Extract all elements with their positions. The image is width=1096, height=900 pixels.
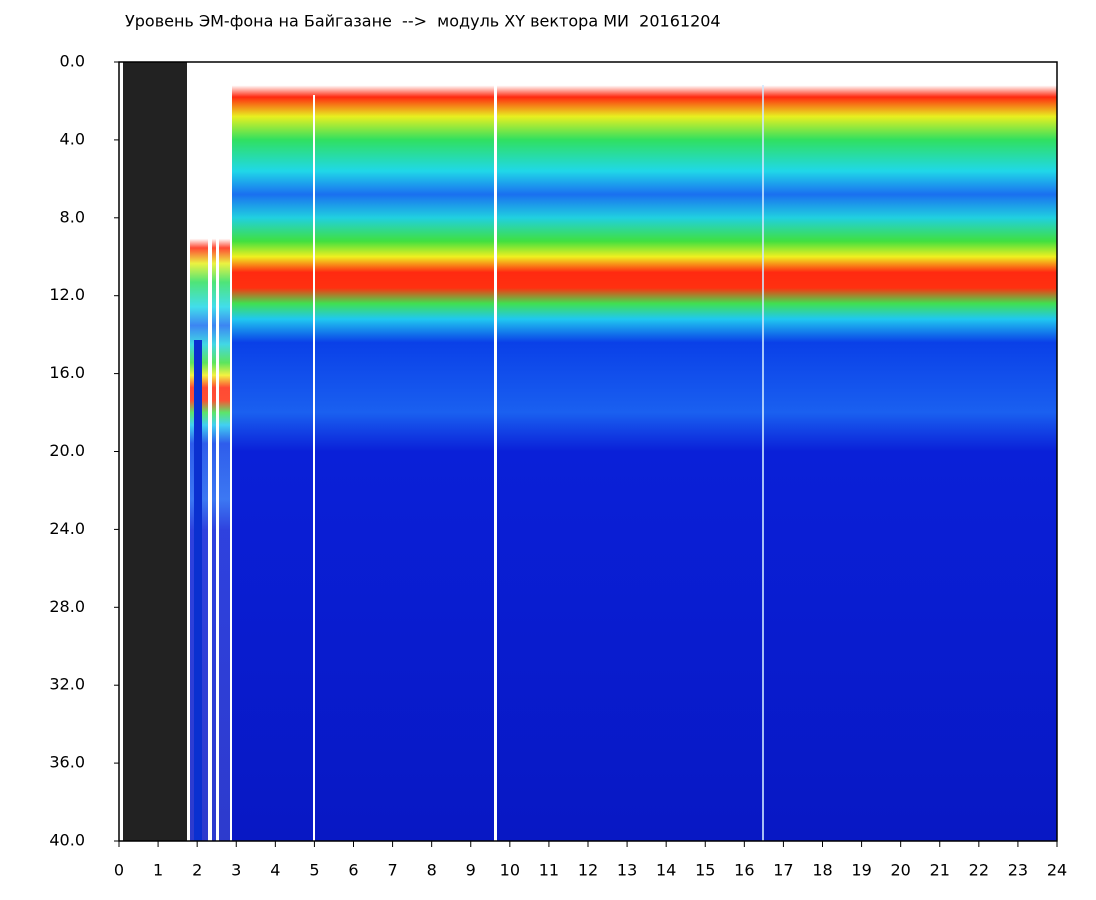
x-tick-label: 21 (930, 861, 950, 880)
x-tick-label: 13 (617, 861, 637, 880)
y-tick-label: 24.0 (49, 519, 85, 538)
x-tick-label: 5 (309, 861, 319, 880)
y-tick-label: 4.0 (60, 129, 85, 148)
no-data-block (123, 62, 187, 841)
x-tick-label: 16 (734, 861, 754, 880)
x-tick-label: 1 (153, 861, 163, 880)
x-tick-label: 18 (812, 861, 832, 880)
y-tick-label: 28.0 (49, 597, 85, 616)
y-tick-label: 0.0 (60, 52, 85, 71)
y-tick-label: 40.0 (49, 831, 85, 850)
x-tick-label: 22 (969, 861, 989, 880)
x-tick-label: 3 (231, 861, 241, 880)
y-tick-label: 32.0 (49, 675, 85, 694)
x-tick-label: 17 (773, 861, 793, 880)
x-tick-label: 6 (348, 861, 358, 880)
spectrogram (232, 62, 1057, 841)
x-tick-label: 19 (851, 861, 871, 880)
x-tick-label: 0 (114, 861, 124, 880)
x-tick-label: 10 (500, 861, 520, 880)
gap-line (762, 85, 764, 841)
x-tick-label: 14 (656, 861, 676, 880)
y-tick-label: 36.0 (49, 753, 85, 772)
gap-line (313, 95, 315, 841)
y-tick-label: 8.0 (60, 207, 85, 226)
streak-gap (208, 230, 212, 841)
x-tick-label: 7 (387, 861, 397, 880)
y-tick-label: 12.0 (49, 285, 85, 304)
gap-line (494, 80, 497, 841)
x-tick-label: 23 (1008, 861, 1028, 880)
x-tick-label: 15 (695, 861, 715, 880)
x-tick-label: 2 (192, 861, 202, 880)
x-tick-label: 20 (890, 861, 910, 880)
streak (194, 340, 202, 841)
plot-area (118, 61, 1058, 842)
x-tick-label: 4 (270, 861, 280, 880)
y-tick-label: 20.0 (49, 441, 85, 460)
chart-title: Уровень ЭМ-фона на Байгазане --> модуль … (125, 12, 721, 31)
y-tick-label: 16.0 (49, 363, 85, 382)
x-tick-label: 8 (427, 861, 437, 880)
x-tick-label: 12 (578, 861, 598, 880)
streak-gap (216, 230, 219, 841)
x-tick-label: 24 (1047, 861, 1067, 880)
x-tick-label: 9 (466, 861, 476, 880)
x-tick-label: 11 (539, 861, 559, 880)
